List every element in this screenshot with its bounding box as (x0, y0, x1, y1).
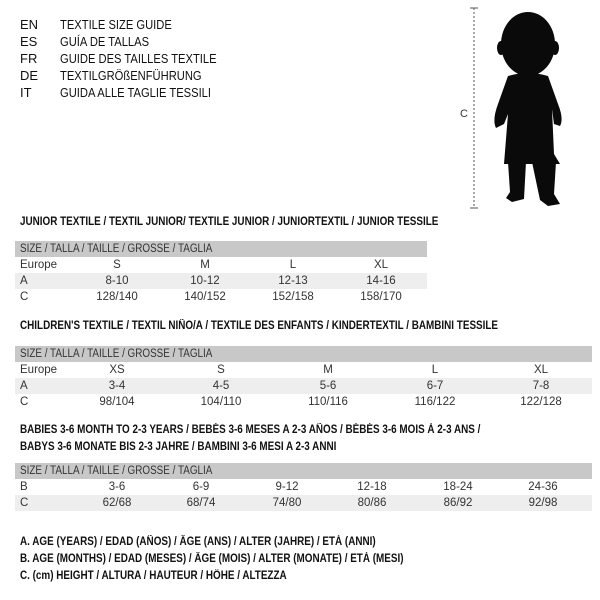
table-cell: 62/68 (102, 497, 132, 509)
language-code: DE (20, 68, 39, 83)
table-cell: S (217, 364, 225, 376)
table-cell: 104/110 (200, 396, 242, 408)
table-cell: 152/158 (272, 291, 314, 303)
table-cell: M (323, 364, 333, 376)
table-cell: L (289, 259, 297, 271)
language-row-it: IT GUIDA ALLE TAGLIE TESSILI (20, 84, 242, 101)
table-cell: 98/104 (99, 396, 135, 408)
row-label: Europe (20, 259, 58, 271)
babies-size-table: SIZE / TALLA / TAILLE / GRÖSSE / TAGLIA … (15, 463, 592, 511)
table-cell: 5-6 (319, 380, 337, 392)
table-cell: 74/80 (272, 497, 302, 509)
table-cell: 122/128 (520, 396, 562, 408)
language-title: GUÍA DE TALLAS (60, 34, 150, 49)
row-label: C (20, 291, 29, 303)
table-row-europe: Europe S M L XL (15, 257, 427, 273)
table-cell: 80/86 (357, 497, 387, 509)
row-label: B (20, 481, 28, 493)
table-cell: 158/170 (360, 291, 402, 303)
babies-section-title-line2: BABYS 3-6 MONATE BIS 2-3 JAHRE / BAMBINI… (20, 441, 337, 453)
children-section-title: CHILDREN'S TEXTILE / TEXTIL NIÑO/A / TEX… (20, 320, 499, 332)
size-header-label: SIZE / TALLA / TAILLE / GRÖSSE / TAGLIA (20, 348, 213, 360)
table-cell: 140/152 (184, 291, 226, 303)
language-code: FR (20, 51, 38, 66)
language-code: IT (20, 85, 32, 100)
table-cell: S (113, 259, 121, 271)
junior-section-title: JUNIOR TEXTILE / TEXTIL JUNIOR/ TEXTILE … (20, 216, 439, 228)
size-header: SIZE / TALLA / TAILLE / GRÖSSE / TAGLIA (15, 241, 427, 257)
table-cell: 10-12 (190, 275, 220, 287)
language-code: EN (20, 17, 39, 32)
size-header: SIZE / TALLA / TAILLE / GRÖSSE / TAGLIA (15, 463, 592, 479)
table-row-c: C 62/68 68/74 74/80 80/86 86/92 92/98 (15, 495, 592, 511)
table-cell: 4-5 (212, 380, 230, 392)
table-cell: XL (533, 364, 549, 376)
table-cell: 3-6 (108, 481, 126, 493)
language-title: TEXTILGRÖßENFÜHRUNG (60, 68, 202, 83)
table-cell: XS (109, 364, 125, 376)
language-row-en: EN TEXTILE SIZE GUIDE (20, 16, 242, 33)
table-cell: 14-16 (366, 275, 396, 287)
table-cell: 8-10 (105, 275, 129, 287)
table-cell: 116/122 (414, 396, 456, 408)
language-title: TEXTILE SIZE GUIDE (60, 17, 172, 32)
table-row-a: A 8-10 10-12 12-13 14-16 (15, 273, 427, 289)
table-row-c: C 98/104 104/110 110/116 116/122 122/128 (15, 394, 592, 410)
table-cell: 6-9 (192, 481, 210, 493)
table-cell: 86/92 (443, 497, 473, 509)
child-silhouette-icon (470, 7, 562, 209)
legend-c: C. (cm) HEIGHT / ALTURA / HAUTEUR / HÖHE… (20, 570, 287, 582)
row-label: A (20, 275, 28, 287)
table-cell: 6-7 (426, 380, 444, 392)
table-row-europe: Europe XS S M L XL (15, 362, 592, 378)
table-row-b: B 3-6 6-9 9-12 12-18 18-24 24-36 (15, 479, 592, 495)
table-cell: XL (373, 259, 389, 271)
language-row-es: ES GUÍA DE TALLAS (20, 33, 242, 50)
size-header-label: SIZE / TALLA / TAILLE / GRÖSSE / TAGLIA (20, 465, 213, 477)
table-cell: 7-8 (532, 380, 550, 392)
junior-size-table: SIZE / TALLA / TAILLE / GRÖSSE / TAGLIA … (15, 241, 427, 305)
children-size-table: SIZE / TALLA / TAILLE / GRÖSSE / TAGLIA … (15, 346, 592, 410)
row-label: Europe (20, 364, 58, 376)
language-title: GUIDA ALLE TAGLIE TESSILI (60, 85, 212, 100)
language-list: EN TEXTILE SIZE GUIDE ES GUÍA DE TALLAS FR… (20, 16, 242, 101)
table-cell: 92/98 (528, 497, 558, 509)
table-cell: 24-36 (528, 481, 558, 493)
table-cell: M (200, 259, 210, 271)
size-header: SIZE / TALLA / TAILLE / GRÖSSE / TAGLIA (15, 346, 592, 362)
size-header-label: SIZE / TALLA / TAILLE / GRÖSSE / TAGLIA (20, 243, 213, 255)
table-row-a: A 3-4 4-5 5-6 6-7 7-8 (15, 378, 592, 394)
table-cell: 3-4 (108, 380, 126, 392)
language-code: ES (20, 34, 38, 49)
row-label: C (20, 396, 29, 408)
table-cell: 9-12 (275, 481, 299, 493)
table-cell: 68/74 (186, 497, 216, 509)
language-row-fr: FR GUIDE DES TAILLES TEXTILE (20, 50, 242, 67)
language-title: GUIDE DES TAILLES TEXTILE (60, 51, 217, 66)
row-label: C (20, 497, 29, 509)
language-row-de: DE TEXTILGRÖßENFÜHRUNG (20, 67, 242, 84)
table-cell: 128/140 (96, 291, 138, 303)
row-label: A (20, 380, 28, 392)
height-measure-label: C (460, 108, 468, 120)
legend-a: A. AGE (YEARS) / EDAD (AÑOS) / ÂGE (ANS)… (20, 536, 376, 548)
babies-section-title: BABIES 3-6 MONTH TO 2-3 YEARS / BEBÉS 3-… (20, 424, 481, 436)
legend-b: B. AGE (MONTHS) / EDAD (MESES) / ÂGE (MO… (20, 553, 404, 565)
table-cell: L (431, 364, 439, 376)
table-cell: 12-18 (357, 481, 387, 493)
table-row-c: C 128/140 140/152 152/158 158/170 (15, 289, 427, 305)
table-cell: 18-24 (443, 481, 473, 493)
table-cell: 12-13 (278, 275, 308, 287)
table-cell: 110/116 (308, 396, 348, 408)
